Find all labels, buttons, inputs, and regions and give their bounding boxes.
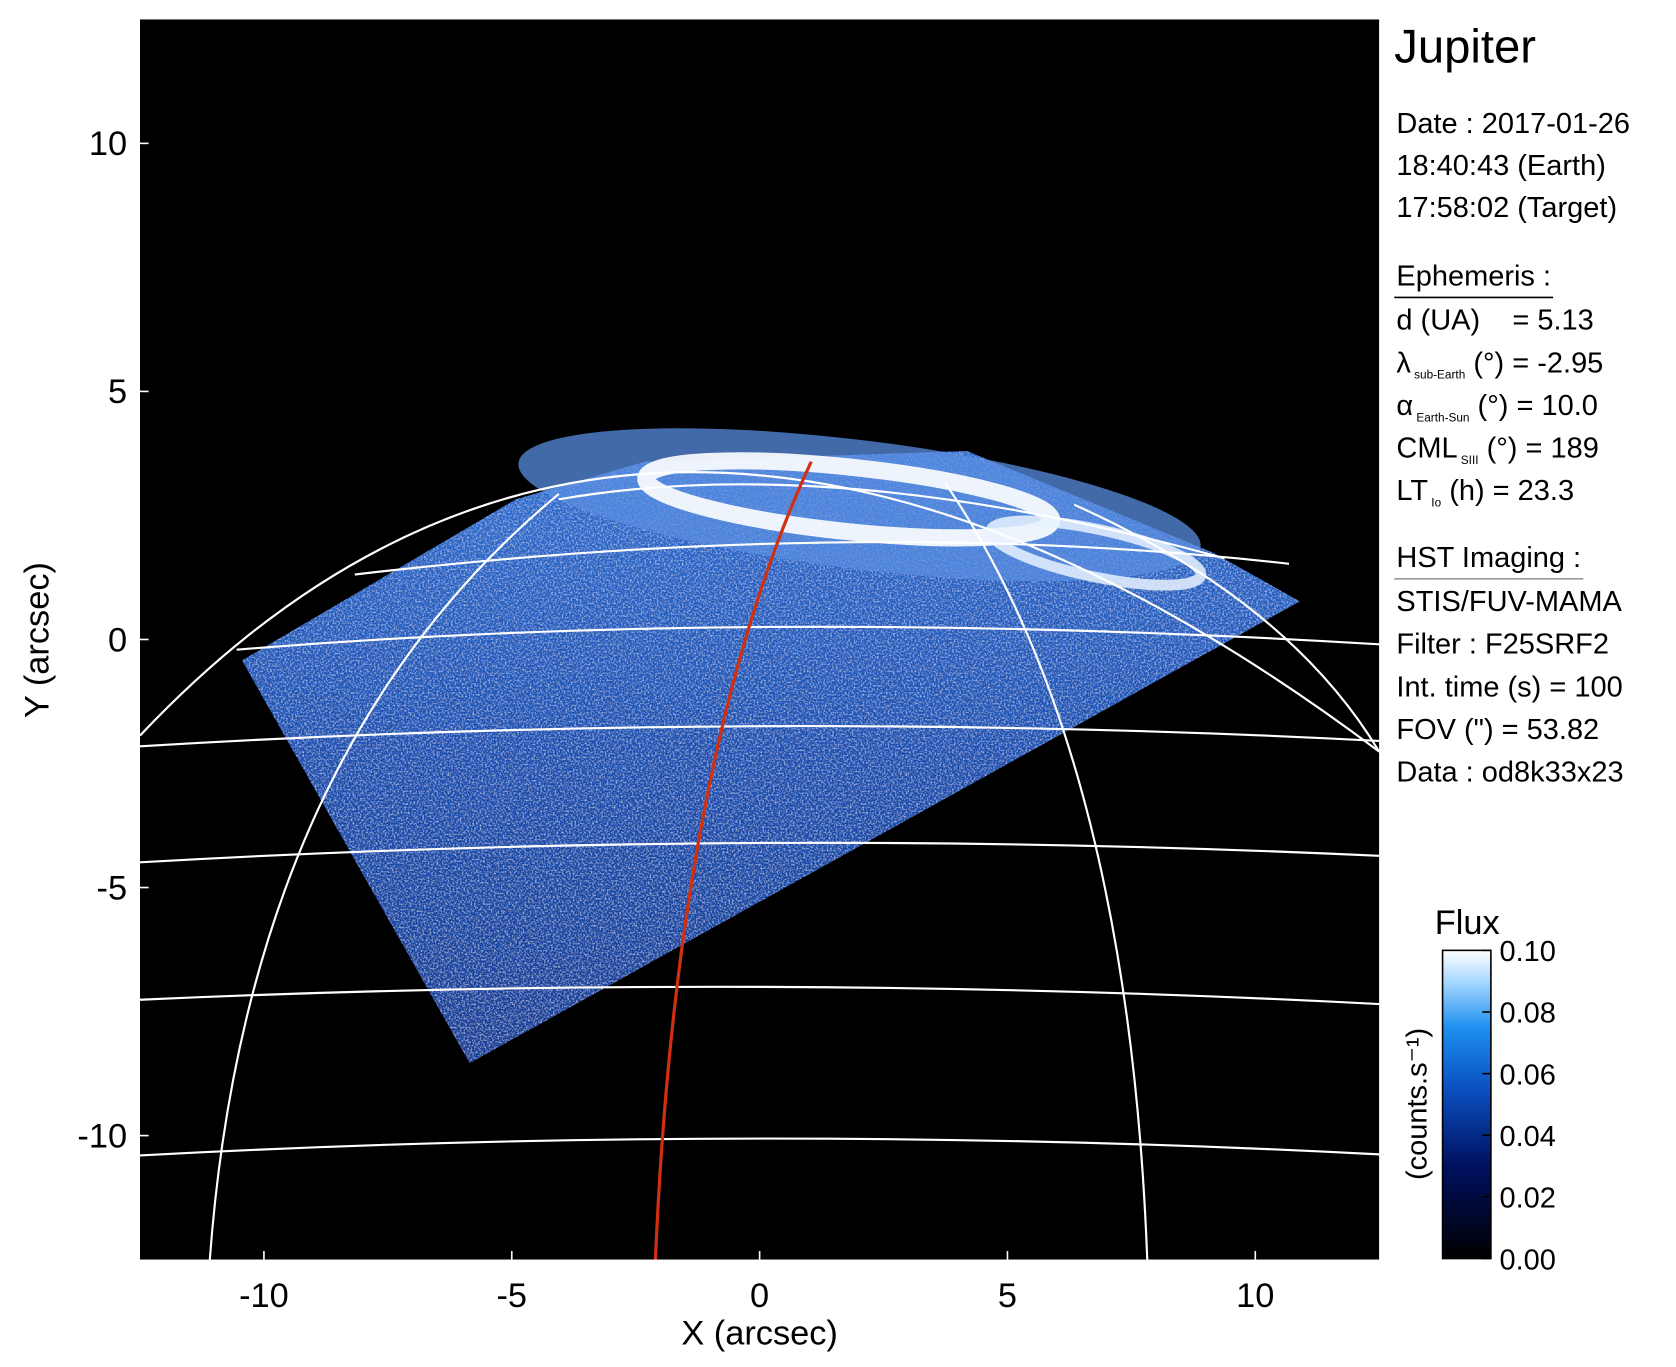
ephemeris-line: α Earth-Sun (°) = 10.0 [1396, 390, 1598, 424]
info-text: λ [1396, 347, 1411, 379]
date-line: Date : 2017-01-26 [1396, 108, 1630, 140]
colorbar-tick-label: 0.06 [1499, 1059, 1555, 1091]
hst-imaging-line: Int. time (s) = 100 [1396, 671, 1622, 703]
central-meridian [653, 461, 813, 1260]
colorbar-label: (counts.s⁻¹) [1401, 1028, 1433, 1180]
ephemeris-line: λ sub-Earth (°) = -2.95 [1396, 347, 1603, 381]
x-tick-label: 10 [1236, 1277, 1274, 1315]
hst-imaging-line: FOV (") = 53.82 [1396, 714, 1599, 746]
colorbar-tick-label: 0.10 [1499, 936, 1555, 968]
ephemeris-line: CML SIII (°) = 189 [1396, 433, 1598, 467]
y-tick-label: -5 [97, 869, 128, 907]
colorbar-tick-label: 0.02 [1499, 1183, 1555, 1215]
hst-imaging-line: Data : od8k33x23 [1396, 757, 1623, 789]
info-text: LT [1396, 475, 1428, 507]
info-text: CML [1396, 433, 1457, 465]
info-subscript: Io [1431, 496, 1441, 510]
x-tick-label: -5 [496, 1277, 527, 1315]
observation-field [242, 451, 1300, 1064]
y-tick-label: 5 [108, 373, 127, 411]
colorbar-tick-label: 0.04 [1499, 1121, 1555, 1153]
info-text: (°) = 189 [1479, 433, 1599, 465]
y-axis-label: Y (arcsec) [19, 562, 57, 718]
info-text: (°) = 10.0 [1470, 390, 1598, 422]
colorbar [1441, 949, 1492, 1260]
y-tick-label: -10 [77, 1117, 127, 1155]
hst-imaging-heading: HST Imaging : [1396, 542, 1581, 574]
colorbar-tick-label: 0.00 [1499, 1244, 1555, 1276]
x-tick-label: 5 [998, 1277, 1017, 1315]
info-subscript: sub-Earth [1414, 368, 1465, 382]
ephemeris-heading: Ephemeris : [1396, 261, 1551, 293]
info-subscript: SIII [1461, 453, 1479, 467]
ephemeris-line: d (UA) = 5.13 [1396, 305, 1593, 337]
title: Jupiter [1394, 20, 1536, 73]
colorbar-title: Flux [1435, 904, 1500, 942]
info-subscript: Earth-Sun [1416, 410, 1469, 424]
hst-imaging-line: STIS/FUV-MAMA [1396, 586, 1622, 618]
y-tick-label: 0 [108, 621, 127, 659]
date-line: 17:58:02 (Target) [1396, 192, 1617, 224]
info-text: (h) = 23.3 [1441, 475, 1574, 507]
graticule [140, 471, 1380, 1260]
y-tick-label: 10 [89, 125, 127, 163]
colorbar-tick-label: 0.08 [1499, 998, 1555, 1030]
info-text: α [1396, 390, 1413, 422]
ephemeris-line: LT Io (h) = 23.3 [1396, 475, 1574, 509]
x-tick-label: -10 [239, 1277, 289, 1315]
image-panel [140, 19, 1380, 1260]
hst-imaging-line: Filter : F25SRF2 [1396, 629, 1609, 661]
info-text: (°) = -2.95 [1465, 347, 1603, 379]
info-text: d (UA) = 5.13 [1396, 305, 1593, 337]
date-line: 18:40:43 (Earth) [1396, 150, 1605, 182]
x-tick-label: 0 [750, 1277, 769, 1315]
x-axis-label: X (arcsec) [681, 1314, 838, 1352]
